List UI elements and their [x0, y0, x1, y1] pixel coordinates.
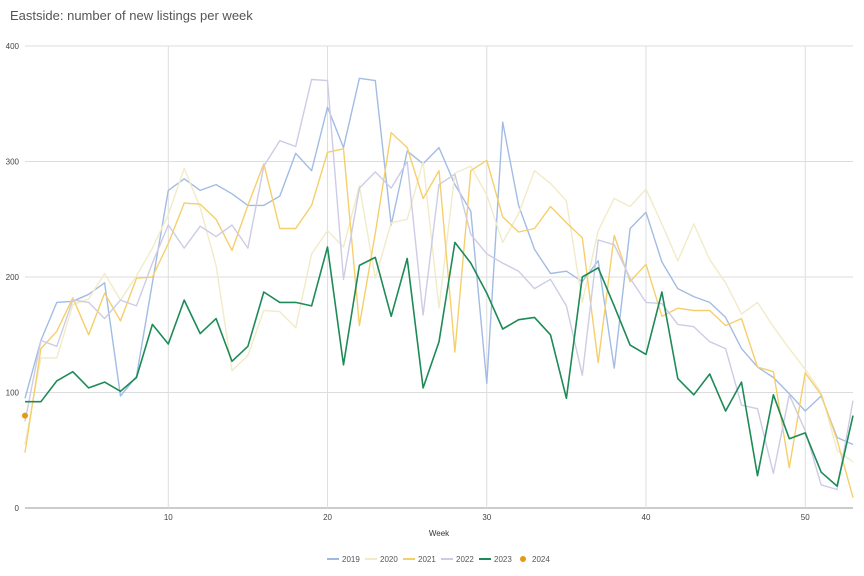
legend-item-2020: 2020	[365, 555, 398, 564]
legend-label-2023: 2023	[494, 555, 512, 564]
y-tick-label: 400	[6, 42, 20, 51]
series-2024-point	[22, 412, 28, 419]
x-tick-label: 10	[164, 513, 173, 522]
legend-item-2019: 2019	[327, 555, 360, 564]
x-tick-label: 20	[323, 513, 332, 522]
series-2019-line	[24, 77, 854, 446]
series-2022-line	[24, 78, 854, 491]
legend-item-2023: 2023	[479, 555, 512, 564]
legend-label-2019: 2019	[342, 555, 360, 564]
axis-layer: 0 100 200 300 400 10 20 30 40 50 Week	[6, 42, 811, 538]
y-tick-label: 200	[6, 273, 20, 282]
legend-label-2022: 2022	[456, 555, 474, 564]
legend-marker-2024	[520, 556, 526, 562]
x-tick-label: 40	[642, 513, 651, 522]
x-tick-label: 30	[482, 513, 491, 522]
x-tick-label: 50	[801, 513, 810, 522]
legend-item-2021: 2021	[403, 555, 436, 564]
y-tick-label: 100	[6, 389, 20, 398]
legend-label-2020: 2020	[380, 555, 398, 564]
series-2020-line	[24, 160, 854, 463]
grid-layer	[25, 45, 853, 509]
chart-title: Eastside: number of new listings per wee…	[10, 8, 253, 23]
legend-label-2021: 2021	[418, 555, 436, 564]
legend-label-2024: 2024	[532, 555, 550, 564]
series-layer	[22, 77, 854, 498]
y-tick-label: 0	[15, 504, 20, 513]
legend-item-2024: 2024	[520, 555, 550, 564]
x-axis-title: Week	[429, 529, 450, 538]
legend-item-2022: 2022	[441, 555, 474, 564]
series-2021-line	[24, 131, 854, 498]
legend: 2019 2020 2021 2022 2023 2024	[327, 555, 550, 564]
series-2023-line	[25, 241, 854, 487]
y-tick-label: 300	[6, 158, 20, 167]
